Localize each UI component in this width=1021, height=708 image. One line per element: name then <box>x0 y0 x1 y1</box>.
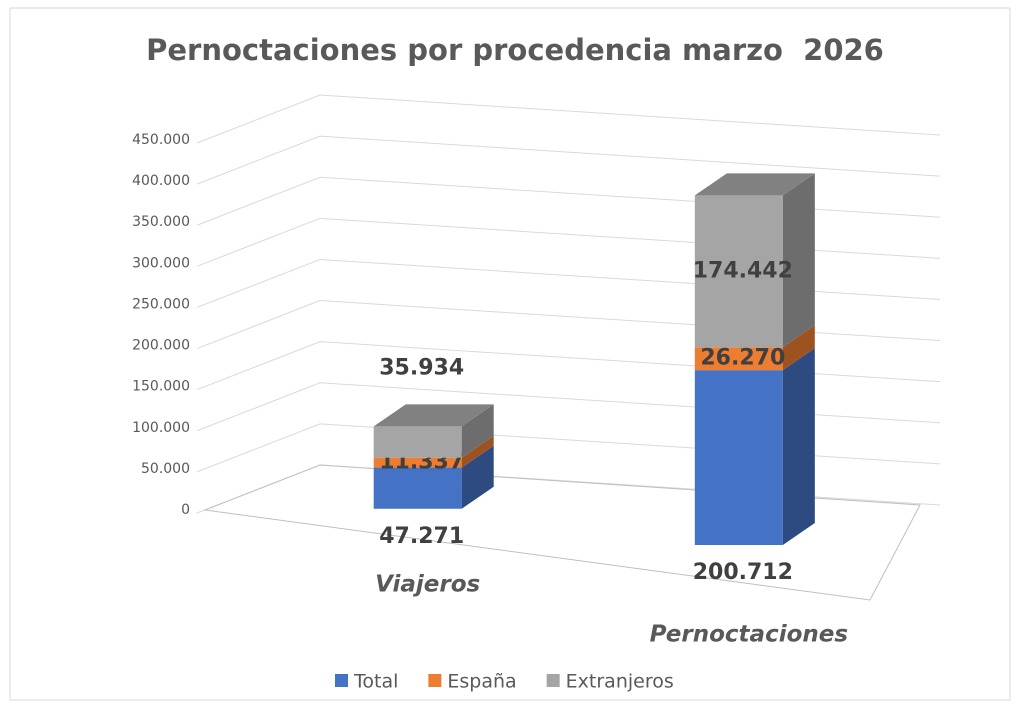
y-tick-label: 400.000 <box>132 173 190 189</box>
bar-front <box>694 347 783 371</box>
bar-front <box>373 457 462 468</box>
chart-title: Pernoctaciones por procedencia marzo 202… <box>146 33 884 67</box>
bar-side <box>782 348 815 545</box>
y-tick-label: 50.000 <box>141 461 190 477</box>
floor <box>203 464 921 601</box>
legend-label: España <box>447 671 516 693</box>
bar-side <box>782 173 815 348</box>
grid-line <box>196 135 941 185</box>
data-label: 26.270 <box>700 346 785 371</box>
category-label: Viajeros <box>375 571 480 597</box>
bar-front <box>373 426 462 458</box>
bar-front <box>694 370 783 545</box>
y-tick-label: 200.000 <box>132 338 190 354</box>
y-tick-label: 150.000 <box>132 379 190 395</box>
bar-side <box>461 404 494 458</box>
bar-side <box>782 325 815 371</box>
bar-side <box>461 445 494 509</box>
data-label: 200.712 <box>693 560 793 585</box>
data-label: 174.442 <box>693 258 793 283</box>
y-tick-label: 300.000 <box>132 255 190 271</box>
legend-label: Total <box>353 671 398 693</box>
y-tick-label: 350.000 <box>132 214 190 230</box>
grid-line <box>196 94 941 144</box>
legend-swatch <box>428 674 442 687</box>
bar-front <box>373 467 462 509</box>
legend-swatch <box>546 674 560 687</box>
data-label: 35.934 <box>379 355 464 380</box>
bar-top <box>694 173 815 196</box>
y-tick-label: 0 <box>181 502 190 518</box>
bar-front <box>694 195 783 348</box>
data-label: 47.271 <box>379 524 464 549</box>
bar-side <box>461 435 494 468</box>
legend-label: Extranjeros <box>566 671 674 693</box>
y-tick-label: 100.000 <box>132 420 190 436</box>
legend-swatch <box>335 674 348 687</box>
y-tick-label: 250.000 <box>132 296 190 312</box>
category-label: Pernoctaciones <box>650 622 849 648</box>
bar-top <box>373 404 494 427</box>
y-tick-label: 450.000 <box>132 132 190 148</box>
